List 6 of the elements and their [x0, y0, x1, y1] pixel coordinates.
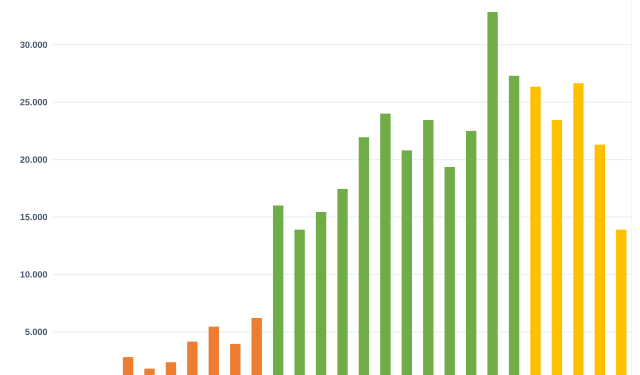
y-tick-label: 20.000	[20, 156, 48, 163]
y-tick-label: 10.000	[20, 271, 48, 278]
y-tick-label: 15.000	[20, 214, 48, 220]
y-tick-label: 5.000	[25, 328, 48, 336]
y-tick-label: 30.000	[20, 42, 48, 48]
y-tick-label: 25.000	[20, 98, 48, 106]
